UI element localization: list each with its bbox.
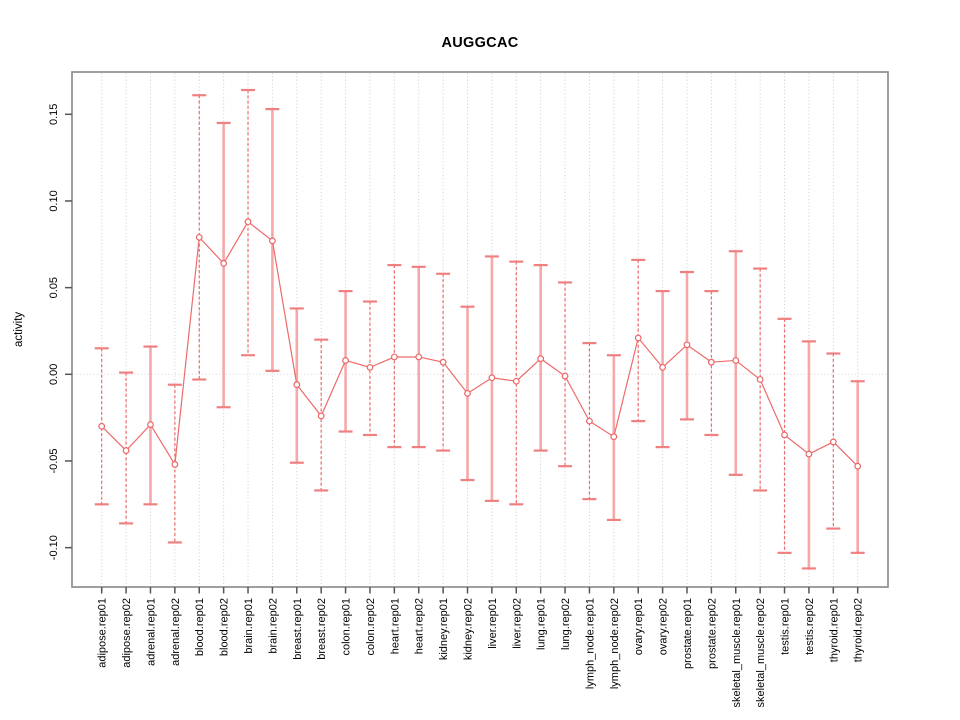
- plot-border: [71, 71, 889, 588]
- x-category-label: lung.rep02: [560, 598, 572, 650]
- data-point-marker: [512, 377, 520, 385]
- y-tick-label: -0.05: [48, 448, 60, 473]
- x-category-label: brain.rep01: [243, 598, 255, 654]
- y-tick-label: 0.15: [48, 104, 60, 125]
- x-category-label: lymph_node.rep01: [584, 598, 596, 689]
- data-point-marker: [586, 417, 593, 425]
- data-point-marker: [122, 447, 130, 454]
- x-category-label: liver.rep01: [487, 598, 499, 649]
- data-point-marker: [781, 431, 788, 439]
- y-tick-label: 0.10: [48, 190, 60, 211]
- y-tick-label: 0.00: [48, 364, 60, 385]
- x-category-label: ovary.rep02: [658, 598, 670, 655]
- x-category-label: skeletal_muscle.rep02: [755, 598, 767, 707]
- data-point-marker: [659, 363, 667, 371]
- data-point-marker: [171, 461, 179, 468]
- x-category-label: brain.rep02: [267, 598, 279, 654]
- x-category-label: breast.rep01: [292, 598, 304, 660]
- x-category-label: adipose.rep02: [121, 598, 133, 668]
- x-category-label: kidney.rep01: [438, 598, 450, 660]
- data-point-marker: [390, 353, 398, 361]
- data-point-marker: [683, 341, 691, 349]
- x-category-label: skeletal_muscle.rep01: [731, 598, 743, 707]
- chart-title: AUGGCAC: [441, 35, 519, 51]
- x-category-label: heart.rep02: [414, 598, 426, 654]
- x-category-label: thyroid.rep02: [853, 598, 865, 662]
- data-point-marker: [854, 462, 862, 470]
- data-point-marker: [269, 237, 276, 245]
- x-category-label: blood.rep02: [219, 598, 231, 656]
- x-category-label: lung.rep01: [536, 598, 548, 650]
- data-point-marker: [732, 357, 740, 364]
- x-category-label: adipose.rep01: [97, 598, 109, 668]
- series-line: [101, 220, 859, 467]
- x-category-label: colon.rep01: [341, 598, 353, 656]
- data-point-marker: [415, 353, 423, 361]
- data-point-marker: [195, 233, 203, 241]
- x-category-label: heart.rep01: [389, 598, 401, 654]
- data-point-marker: [634, 334, 642, 342]
- x-category-label: breast.rep02: [316, 598, 328, 660]
- data-point-marker: [829, 438, 837, 446]
- data-point-marker: [366, 363, 374, 371]
- x-category-label: prostate.rep02: [706, 598, 718, 669]
- y-tick-label: -0.10: [48, 535, 60, 560]
- data-point-marker: [147, 421, 154, 428]
- x-category-label: thyroid.rep01: [828, 598, 840, 662]
- x-category-label: adrenal.rep02: [170, 598, 182, 666]
- data-point-marker: [244, 218, 252, 226]
- data-point-marker: [805, 450, 813, 458]
- data-point-marker: [561, 372, 569, 380]
- data-point-marker: [707, 358, 715, 366]
- data-point-marker: [293, 381, 301, 389]
- data-point-marker: [342, 357, 349, 364]
- data-point-marker: [464, 389, 471, 397]
- x-category-label: colon.rep02: [365, 598, 377, 656]
- x-category-label: testis.rep02: [804, 598, 816, 655]
- data-point-marker: [317, 412, 325, 420]
- data-point-marker: [439, 358, 447, 366]
- data-point-marker: [98, 422, 106, 430]
- data-point-marker: [488, 374, 496, 382]
- data-point-marker: [756, 376, 764, 383]
- data-point-marker: [537, 355, 545, 363]
- x-category-label: prostate.rep01: [682, 598, 694, 669]
- x-category-label: kidney.rep02: [463, 598, 475, 660]
- data-point-marker: [610, 433, 618, 441]
- data-point-marker: [220, 259, 228, 267]
- x-category-label: adrenal.rep01: [145, 598, 157, 666]
- x-category-label: lymph_node.rep02: [609, 598, 621, 689]
- x-category-label: blood.rep01: [194, 598, 206, 656]
- y-tick-label: 0.05: [48, 277, 60, 298]
- x-category-label: ovary.rep01: [633, 598, 645, 655]
- x-category-label: testis.rep01: [780, 598, 792, 655]
- x-category-label: liver.rep02: [511, 598, 523, 649]
